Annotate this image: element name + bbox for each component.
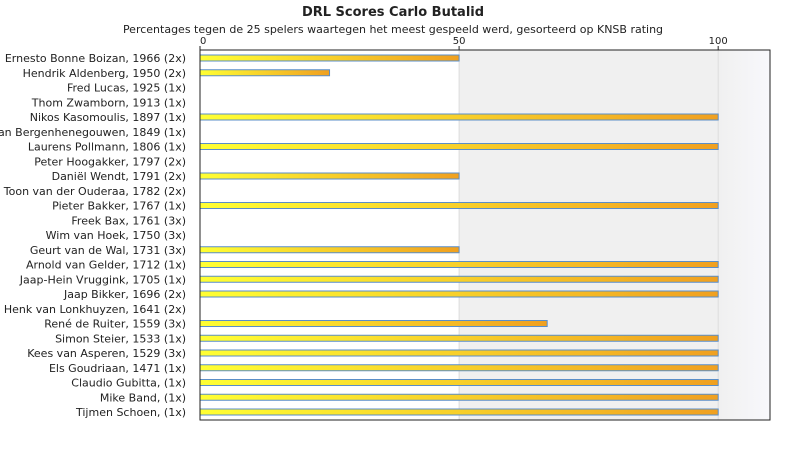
x-tick-label: 100 xyxy=(709,36,728,47)
x-tick-label: 0 xyxy=(200,36,206,47)
category-label: Fred Lucas, 1925 (1x) xyxy=(67,82,186,95)
category-label: Freek Bax, 1761 (3x) xyxy=(71,214,186,227)
category-label: Thom Zwamborn, 1913 (1x) xyxy=(31,96,186,109)
bar xyxy=(199,113,719,121)
category-label: Henk van Lonkhuyzen, 1641 (2x) xyxy=(4,303,186,316)
bar xyxy=(199,290,719,298)
bar xyxy=(199,202,719,209)
bar xyxy=(199,349,719,357)
bar xyxy=(199,172,460,180)
category-label: Ernesto Bonne Boizan, 1966 (2x) xyxy=(5,52,186,65)
bar xyxy=(199,143,719,150)
bar xyxy=(199,54,460,62)
bar xyxy=(199,275,719,283)
category-label: Geurt van de Wal, 1731 (3x) xyxy=(30,244,186,257)
chart-title: DRL Scores Carlo Butalid xyxy=(302,5,484,20)
bar xyxy=(199,246,460,254)
category-label: Tijmen Schoen, (1x) xyxy=(75,406,186,419)
category-label: Arnold van Gelder, 1712 (1x) xyxy=(26,259,186,272)
bars-group xyxy=(199,54,719,416)
bar xyxy=(199,393,719,401)
bar xyxy=(199,379,719,386)
category-label: Els Goudriaan, 1471 (1x) xyxy=(49,362,186,375)
bar xyxy=(199,364,719,372)
x-tick-label: 50 xyxy=(453,36,466,47)
category-label: Hendrik Aldenberg, 1950 (2x) xyxy=(23,67,186,80)
category-label: Kees van Asperen, 1529 (3x) xyxy=(27,347,186,360)
category-label: Wim van Hoek, 1750 (3x) xyxy=(46,229,186,242)
bar xyxy=(199,69,331,77)
category-label: Claudio Gubitta, (1x) xyxy=(71,377,186,390)
bar xyxy=(199,320,548,327)
category-label: Nikos Kasomoulis, 1897 (1x) xyxy=(30,111,186,124)
band-100-110 xyxy=(718,50,770,420)
plot-background xyxy=(200,50,770,420)
band-0-50 xyxy=(200,50,460,420)
bar xyxy=(199,261,719,268)
plot-frame xyxy=(199,49,771,421)
bar xyxy=(199,408,719,416)
category-label: Toon van der Ouderaa, 1782 (2x) xyxy=(3,185,186,198)
category-labels: Ernesto Bonne Boizan, 1966 (2x) Hendrik A… xyxy=(0,52,186,419)
category-label: Jaap Bikker, 1696 (2x) xyxy=(63,288,186,301)
band-50-100 xyxy=(459,50,719,420)
bar xyxy=(199,334,719,342)
category-label: Peter Hoogakker, 1797 (2x) xyxy=(34,155,186,168)
category-label: Jaap-Hein Vruggink, 1705 (1x) xyxy=(19,273,186,286)
category-label: Simon Steier, 1533 (1x) xyxy=(55,332,186,345)
chart-subtitle: Percentages tegen de 25 spelers waartege… xyxy=(123,23,663,36)
category-label: Laurens Pollmann, 1806 (1x) xyxy=(28,141,186,154)
category-label: René de Ruiter, 1559 (3x) xyxy=(44,318,186,331)
category-label: Bart van Bergenhenegouwen, 1849 (1x) xyxy=(0,126,186,139)
category-label: Mike Band, (1x) xyxy=(100,391,186,404)
category-label: Pieter Bakker, 1767 (1x) xyxy=(52,200,186,213)
category-label: Daniël Wendt, 1791 (2x) xyxy=(52,170,186,183)
